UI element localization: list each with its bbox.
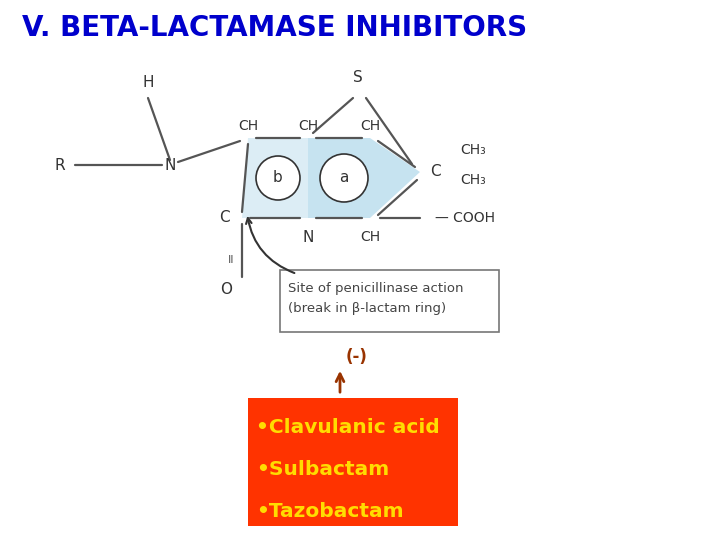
Text: CH: CH: [238, 119, 258, 133]
Circle shape: [320, 154, 368, 202]
Text: •Clavulanic acid: •Clavulanic acid: [256, 418, 440, 437]
Text: II: II: [228, 255, 234, 265]
Text: S: S: [353, 70, 363, 85]
Text: O: O: [220, 281, 232, 296]
Text: N: N: [302, 230, 314, 245]
Text: R: R: [55, 158, 65, 172]
Text: C: C: [220, 211, 230, 226]
Text: CH: CH: [298, 119, 318, 133]
Text: (-): (-): [346, 348, 368, 366]
Text: b: b: [273, 171, 283, 186]
FancyBboxPatch shape: [280, 270, 499, 332]
Text: — COOH: — COOH: [435, 211, 495, 225]
Polygon shape: [308, 138, 420, 218]
Text: H: H: [143, 75, 154, 90]
Text: CH: CH: [360, 230, 380, 244]
Polygon shape: [242, 138, 308, 218]
Circle shape: [256, 156, 300, 200]
FancyBboxPatch shape: [248, 398, 458, 526]
Text: •Sulbactam: •Sulbactam: [256, 460, 390, 479]
Text: N: N: [164, 158, 176, 172]
Text: •Tazobactam: •Tazobactam: [256, 502, 404, 521]
Text: C: C: [430, 165, 441, 179]
Text: V. BETA-LACTAMASE INHIBITORS: V. BETA-LACTAMASE INHIBITORS: [22, 14, 527, 42]
Text: CH₃: CH₃: [460, 143, 486, 157]
Text: Site of penicillinase action: Site of penicillinase action: [288, 282, 464, 295]
Text: CH: CH: [360, 119, 380, 133]
Text: (break in β-lactam ring): (break in β-lactam ring): [288, 302, 446, 315]
Text: CH₃: CH₃: [460, 173, 486, 187]
Text: a: a: [339, 171, 348, 186]
